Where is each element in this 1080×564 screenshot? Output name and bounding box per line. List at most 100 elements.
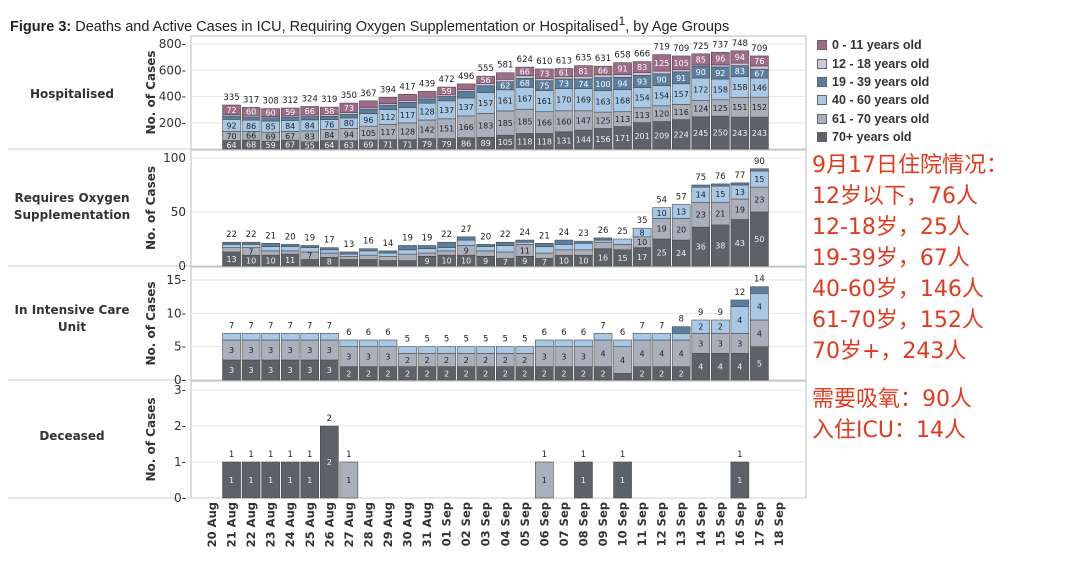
bar-segment [339, 251, 359, 255]
bar-segment [241, 333, 261, 341]
panel-label: Requires Oxygen Supplementation [14, 191, 130, 222]
bar-total-label: 5 [424, 335, 429, 345]
segment-label: 64 [226, 141, 236, 150]
bar-total-label: 439 [419, 79, 435, 89]
annotation-line: 19-39岁，67人 [812, 246, 970, 271]
segment-label: 8 [327, 258, 332, 267]
bar-total-label: 335 [223, 93, 239, 103]
segment-label: 89 [481, 139, 491, 148]
x-tick-label: 24 Aug [283, 502, 297, 547]
segment-label: 50 [754, 235, 764, 244]
x-tick-label: 13 Sep [674, 502, 688, 546]
segment-label: 2 [503, 356, 508, 365]
bar-total-label: 1 [287, 450, 292, 460]
segment-label: 116 [674, 108, 689, 117]
segment-label: 21 [715, 210, 725, 219]
bar-segment [398, 249, 417, 255]
segment-label: 2 [483, 369, 488, 378]
segment-label: 2 [718, 323, 723, 332]
segment-label: 158 [713, 85, 728, 94]
segment-label: 75 [539, 82, 549, 91]
legend-label: 0 - 11 years old [832, 38, 922, 53]
segment-label: 3 [366, 353, 371, 362]
segment-label: 5 [757, 359, 762, 368]
segment-label: 38 [715, 241, 725, 250]
bar-total-label: 496 [458, 72, 474, 82]
segment-label: 128 [419, 108, 434, 117]
bar-total-label: 6 [385, 328, 390, 338]
segment-label: 84 [324, 131, 334, 140]
bar-total-label: 1 [268, 450, 273, 460]
bar-segment [398, 260, 417, 267]
bar-segment [671, 55, 691, 71]
bar-segment [535, 461, 554, 499]
segment-label: 1 [581, 476, 586, 485]
segment-label: 9 [425, 257, 430, 266]
legend-label: 19 - 39 years old [832, 74, 930, 89]
bar-segment [613, 373, 632, 381]
bar-total-label: 308 [263, 97, 279, 107]
bar-segment [378, 339, 398, 347]
segment-label: 3 [229, 366, 234, 375]
segment-label: 79 [422, 140, 432, 149]
segment-label: 168 [615, 97, 630, 106]
bar-total-label: 20 [285, 232, 296, 242]
bar-total-label: 13 [343, 240, 354, 250]
bar-total-label: 7 [600, 321, 605, 331]
bar-segment [730, 182, 750, 186]
segment-label: 10 [266, 257, 276, 266]
segment-label: 24 [676, 249, 686, 258]
y-axis-label: No. of Cases [144, 166, 158, 250]
bar-segment [574, 65, 593, 77]
bar-total-label: 77 [734, 171, 745, 181]
bar-segment [339, 255, 359, 260]
segment-label: 19 [657, 225, 667, 234]
segment-label: 67 [285, 132, 295, 141]
bar-segment [261, 333, 280, 341]
segment-label: 9 [464, 246, 469, 255]
bar-segment [535, 68, 554, 79]
bar-total-label: 5 [522, 335, 527, 345]
bar-segment [280, 246, 300, 252]
segment-label: 154 [634, 94, 649, 103]
bar-segment [222, 104, 241, 115]
segment-label: 10 [246, 257, 256, 266]
segment-label: 81 [578, 67, 588, 76]
segment-label: 105 [674, 59, 689, 68]
segment-label: 120 [654, 110, 669, 119]
bar-segment [652, 207, 671, 219]
segment-label: 1 [346, 476, 351, 485]
segment-label: 36 [696, 243, 706, 252]
segment-label: 66 [520, 67, 530, 76]
bar-segment [339, 259, 359, 267]
bar-total-label: 737 [712, 40, 728, 50]
bar-segment [300, 461, 320, 499]
x-tick-label: 15 Sep [713, 502, 727, 546]
bar-total-label: 610 [536, 57, 552, 67]
segment-label: 10 [442, 257, 452, 266]
segment-label: 170 [556, 96, 571, 105]
segment-label: 71 [402, 140, 412, 149]
bar-segment [691, 53, 711, 66]
segment-label: 10 [578, 257, 588, 266]
segment-label: 2 [366, 369, 371, 378]
segment-label: 171 [615, 134, 630, 143]
annotation-line: 70岁+，243人 [812, 339, 967, 364]
bar-segment [456, 239, 476, 246]
segment-label: 3 [268, 366, 273, 375]
x-tick-label: 20 Aug [205, 502, 219, 547]
segment-label: 7 [307, 252, 312, 261]
bar-segment [437, 247, 456, 252]
segment-label: 117 [400, 111, 415, 120]
y-tick-label: 0 [178, 259, 186, 273]
bar-total-label: 76 [715, 172, 726, 182]
annotation-line: 需要吸氧：90人 [812, 387, 972, 412]
segment-label: 154 [654, 92, 669, 101]
legend-label: 70+ years old [832, 130, 912, 145]
segment-label: 94 [344, 131, 354, 140]
bar-segment [261, 117, 280, 122]
bar-segment [476, 250, 496, 257]
y-tick-label: 2- [174, 419, 186, 433]
bar-total-label: 725 [693, 42, 709, 52]
bar-segment [417, 98, 437, 104]
